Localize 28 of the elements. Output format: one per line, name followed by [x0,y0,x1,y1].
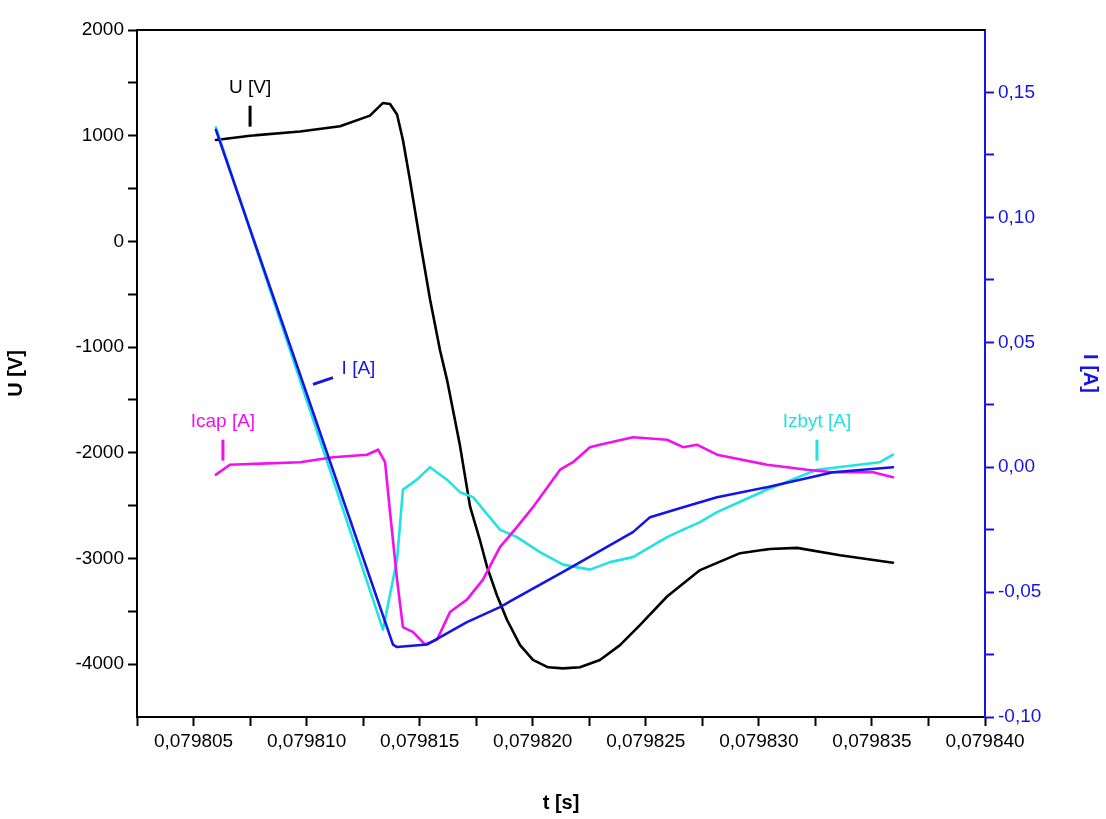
y-tick-label: -1000 [75,335,124,357]
x-tick-label: 0,079810 [266,729,347,751]
y2-tick-label: 0,00 [998,455,1035,477]
x-axis-title: t [s] [542,790,580,813]
x-tick-label: 0,079830 [719,729,799,751]
y-tick-label: 0 [113,229,124,251]
series-label: U [V] [228,75,272,97]
y-tick-label: -3000 [75,546,124,568]
y2-tick-label: -0,05 [998,580,1042,602]
y-tick-label: -2000 [75,441,124,462]
y2-tick-label: -0,10 [998,705,1042,727]
x-tick-label: 0,079835 [832,729,912,751]
x-tick-label: 0,079820 [493,729,573,751]
y2-tick-label: 0,15 [998,80,1035,102]
y-tick-label: 2000 [81,18,124,40]
y2-tick-label: 0,05 [998,330,1035,352]
text: I [A] [341,357,376,379]
y-tick-label: -4000 [75,652,124,674]
series-label: Icap [A] [190,409,256,431]
y-axis-title: U [V] [3,350,26,397]
x-tick-label: 0,079825 [606,729,686,751]
y2-tick-label: 0,10 [998,205,1035,227]
series-label: Izbyt [A] [782,409,852,431]
y2-axis-title: I [A] [1080,354,1103,393]
y-tick-label: 1000 [81,123,124,145]
x-tick-label: 0,079805 [153,729,234,751]
x-tick-label: 0,079840 [945,729,1025,751]
x-tick-label: 0,079815 [380,729,460,751]
